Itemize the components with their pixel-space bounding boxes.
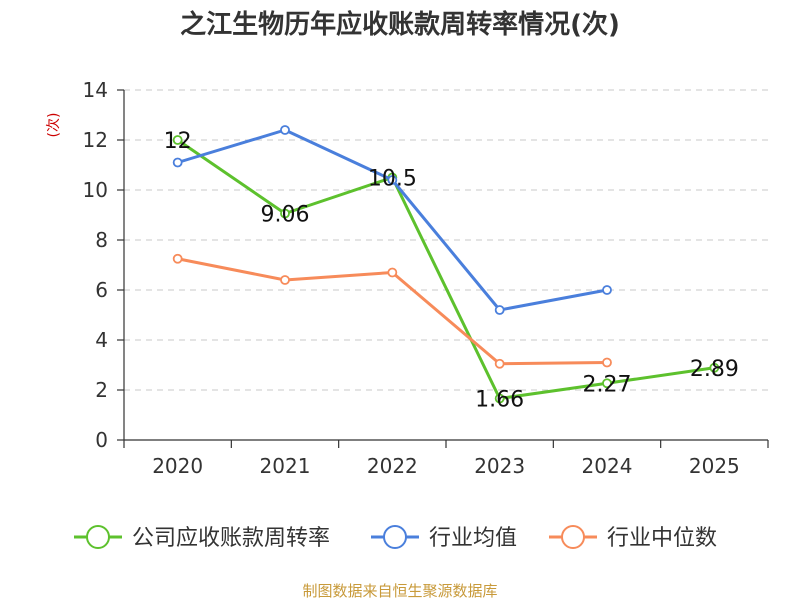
data-point	[172, 157, 183, 168]
x-tick-label: 2024	[582, 454, 633, 478]
data-point	[172, 135, 183, 145]
data-label: 1.66	[475, 388, 524, 413]
series-line	[177, 128, 608, 312]
chart-title: 之江生物历年应收账款周转率情况(次)	[180, 9, 620, 40]
y-tick-label: 6	[95, 278, 108, 302]
legend-item: 行业均值	[371, 525, 517, 551]
x-tick-label: 2021	[260, 454, 311, 478]
data-point	[602, 378, 612, 389]
axes: 0 2 4 6 8 10 12 14 2020 2021 2022 2023 2024 2025	[83, 78, 769, 478]
legend-label: 公司应收账款周转率	[132, 526, 330, 551]
x-tick-label: 2023	[474, 454, 525, 478]
series-layer	[172, 125, 720, 404]
legend-marker	[561, 525, 585, 549]
legend: 公司应收账款周转率 行业均值 行业中位数	[74, 525, 717, 551]
legend-label: 行业均值	[429, 526, 517, 551]
data-point	[280, 275, 290, 285]
y-tick-label: 12	[83, 128, 108, 152]
data-label: 12	[164, 129, 192, 154]
x-tick-label: 2025	[689, 454, 740, 478]
data-point	[494, 305, 505, 315]
y-tick-label: 2	[95, 378, 108, 402]
data-point	[494, 358, 505, 369]
data-label: 2.27	[583, 372, 632, 397]
data-label: 10.5	[368, 167, 417, 192]
data-label: 2.89	[690, 357, 739, 382]
data-point	[280, 125, 290, 135]
data-point	[280, 208, 290, 219]
series-line	[176, 138, 715, 400]
x-tick-label: 2020	[152, 454, 203, 478]
y-tick-label: 0	[95, 428, 108, 452]
data-point	[709, 362, 720, 373]
legend-item: 公司应收账款周转率	[74, 525, 330, 551]
source-note: 制图数据来自恒生聚源数据库	[302, 582, 497, 600]
y-axis-label: (次)	[46, 113, 62, 138]
y-tick-label: 14	[83, 78, 108, 102]
data-point	[387, 175, 398, 185]
grid	[124, 89, 768, 391]
data-point	[172, 253, 183, 264]
x-tick-label: 2022	[367, 454, 418, 478]
data-point	[494, 393, 505, 404]
legend-label: 行业中位数	[607, 526, 717, 551]
y-tick-label: 10	[83, 178, 108, 202]
data-label: 9.06	[261, 203, 310, 228]
legend-marker	[383, 525, 407, 549]
data-point	[602, 357, 612, 368]
data-labels: 12 9.06 10.5 1.66 2.27 2.89	[164, 129, 739, 413]
y-tick-label: 4	[95, 328, 108, 352]
y-tick-label: 8	[95, 228, 108, 252]
legend-item: 行业中位数	[549, 525, 717, 551]
data-point	[602, 285, 612, 295]
data-point	[387, 267, 398, 278]
legend-marker	[86, 525, 110, 549]
